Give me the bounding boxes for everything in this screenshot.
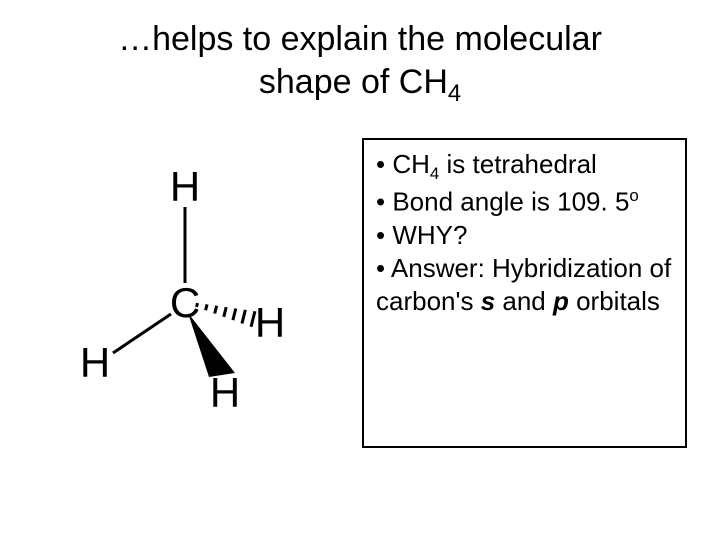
atom-c: C [170, 279, 200, 327]
atom-h-top: H [170, 163, 200, 211]
b2-sup: o [629, 186, 638, 205]
title-line2-sub: 4 [448, 79, 461, 106]
bullet-4: • Answer: Hybridization of carbon's s an… [376, 252, 673, 319]
methane-structure: C H H H H [75, 155, 325, 435]
b1-sub: 4 [430, 164, 439, 183]
b1-pre: • CH [376, 149, 430, 179]
slide-title: …helps to explain the molecular shape of… [50, 18, 670, 108]
bullet-3: • WHY? [376, 219, 673, 252]
b2-pre: • Bond angle is 109. 5 [376, 186, 629, 216]
bullet-1: • CH4 is tetrahedral [376, 148, 673, 185]
atom-h-back: H [255, 299, 285, 347]
b4-p: p [553, 286, 569, 316]
b4-s: s [481, 286, 495, 316]
b1-post: is tetrahedral [439, 149, 597, 179]
bond-back-wedge [197, 303, 255, 327]
explanation-box: • CH4 is tetrahedral • Bond angle is 109… [362, 138, 687, 448]
atom-h-front: H [210, 369, 240, 417]
title-line1: …helps to explain the molecular [118, 20, 602, 58]
b4-mid: and [495, 286, 553, 316]
b4-post: orbitals [569, 286, 660, 316]
atom-h-left: H [80, 339, 110, 387]
title-line2-pre: shape of CH [259, 63, 448, 101]
bond-left [113, 314, 171, 353]
bullet-2: • Bond angle is 109. 5o [376, 185, 673, 219]
